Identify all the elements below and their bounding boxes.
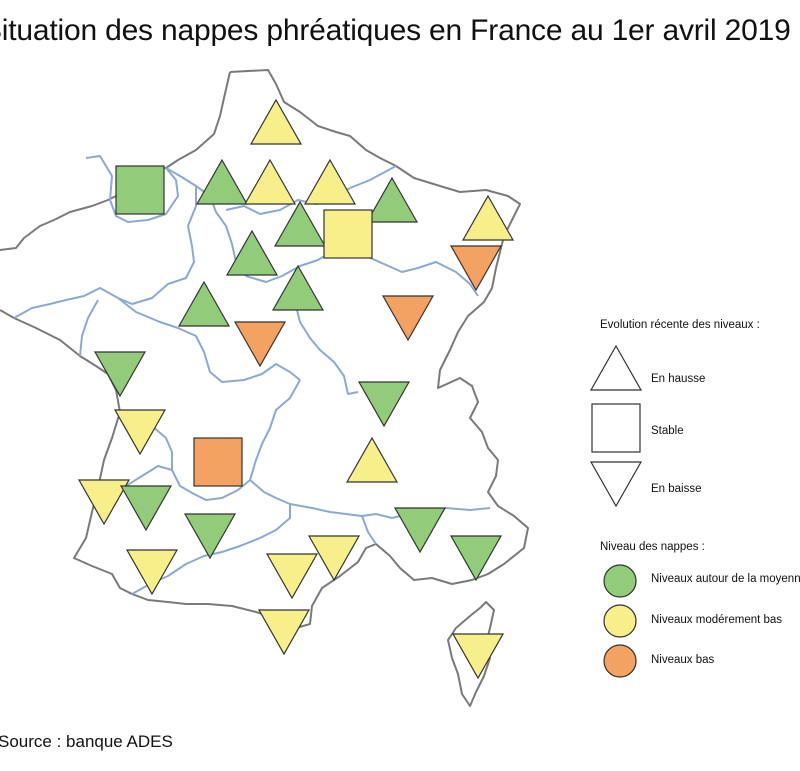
legend-baisse-label: En baisse bbox=[651, 483, 702, 495]
rising-triangle-autour bbox=[365, 176, 419, 223]
falling-triangle-bas bbox=[449, 245, 503, 292]
region-border bbox=[13, 186, 197, 319]
legend-moderement-label: Niveaux modérement bas bbox=[651, 614, 783, 626]
region-border bbox=[85, 155, 179, 223]
falling-triangle-autour bbox=[183, 513, 237, 560]
falling-triangle-autour bbox=[93, 351, 147, 398]
region-border bbox=[249, 479, 491, 519]
legend-baisse-symbol bbox=[589, 461, 643, 508]
legend-autour-label: Niveaux autour de la moyenne bbox=[651, 573, 800, 585]
rising-triangle-autour bbox=[225, 229, 279, 276]
falling-triangle-autour bbox=[357, 381, 411, 428]
rising-triangle-moderement bbox=[249, 98, 303, 145]
region-border bbox=[165, 167, 247, 277]
falling-triangle-moderement bbox=[257, 609, 311, 656]
rising-triangle-autour bbox=[177, 280, 231, 327]
region-border bbox=[361, 515, 377, 545]
falling-triangle-autour bbox=[449, 535, 503, 582]
legend-stable-symbol bbox=[591, 403, 641, 453]
rising-triangle-moderement bbox=[243, 158, 297, 205]
legend-autour-swatch bbox=[603, 564, 637, 598]
falling-triangle-moderement bbox=[125, 549, 179, 596]
region-border bbox=[111, 379, 301, 501]
falling-triangle-moderement bbox=[77, 479, 131, 526]
legend-hausse-symbol bbox=[589, 344, 643, 391]
region-borders bbox=[13, 155, 491, 595]
falling-triangle-moderement bbox=[265, 553, 319, 600]
region-border bbox=[225, 165, 397, 215]
region-border bbox=[289, 281, 359, 395]
region-border bbox=[117, 297, 301, 383]
falling-triangle-moderement bbox=[307, 535, 361, 582]
source-note: Source : banque ADES bbox=[0, 732, 173, 751]
falling-triangle-autour bbox=[119, 485, 173, 532]
stable-square-bas bbox=[193, 437, 243, 487]
map-title: Situation des nappes phréatiques en Fran… bbox=[0, 14, 791, 47]
falling-triangle-moderement bbox=[113, 409, 167, 456]
rising-triangle-moderement bbox=[303, 158, 357, 205]
rising-triangle-autour bbox=[271, 264, 325, 311]
region-border bbox=[131, 504, 291, 595]
rising-triangle-moderement bbox=[461, 194, 515, 241]
legend-bas-swatch bbox=[603, 644, 637, 678]
coastline-north bbox=[0, 71, 231, 251]
falling-triangle-autour bbox=[393, 507, 447, 554]
legend-hausse-label: En hausse bbox=[651, 373, 706, 385]
rising-triangle-autour bbox=[195, 158, 249, 205]
legend-niveau-title: Niveau des nappes : bbox=[600, 541, 705, 553]
legend-stable-label: Stable bbox=[651, 425, 684, 437]
falling-triangle-bas bbox=[233, 321, 287, 368]
mainland-border bbox=[0, 69, 529, 629]
legend-evolution-title: Evolution récente des niveaux : bbox=[600, 319, 760, 331]
region-border bbox=[79, 299, 99, 357]
legend-moderement-swatch bbox=[603, 604, 637, 638]
stable-square-moderement bbox=[323, 209, 373, 259]
legend-bas-label: Niveaux bas bbox=[651, 654, 715, 666]
stable-square-autour bbox=[115, 165, 165, 215]
rising-triangle-autour bbox=[273, 200, 327, 247]
falling-triangle-bas bbox=[381, 295, 435, 342]
falling-triangle-moderement bbox=[451, 633, 505, 680]
rising-triangle-moderement bbox=[345, 436, 399, 483]
